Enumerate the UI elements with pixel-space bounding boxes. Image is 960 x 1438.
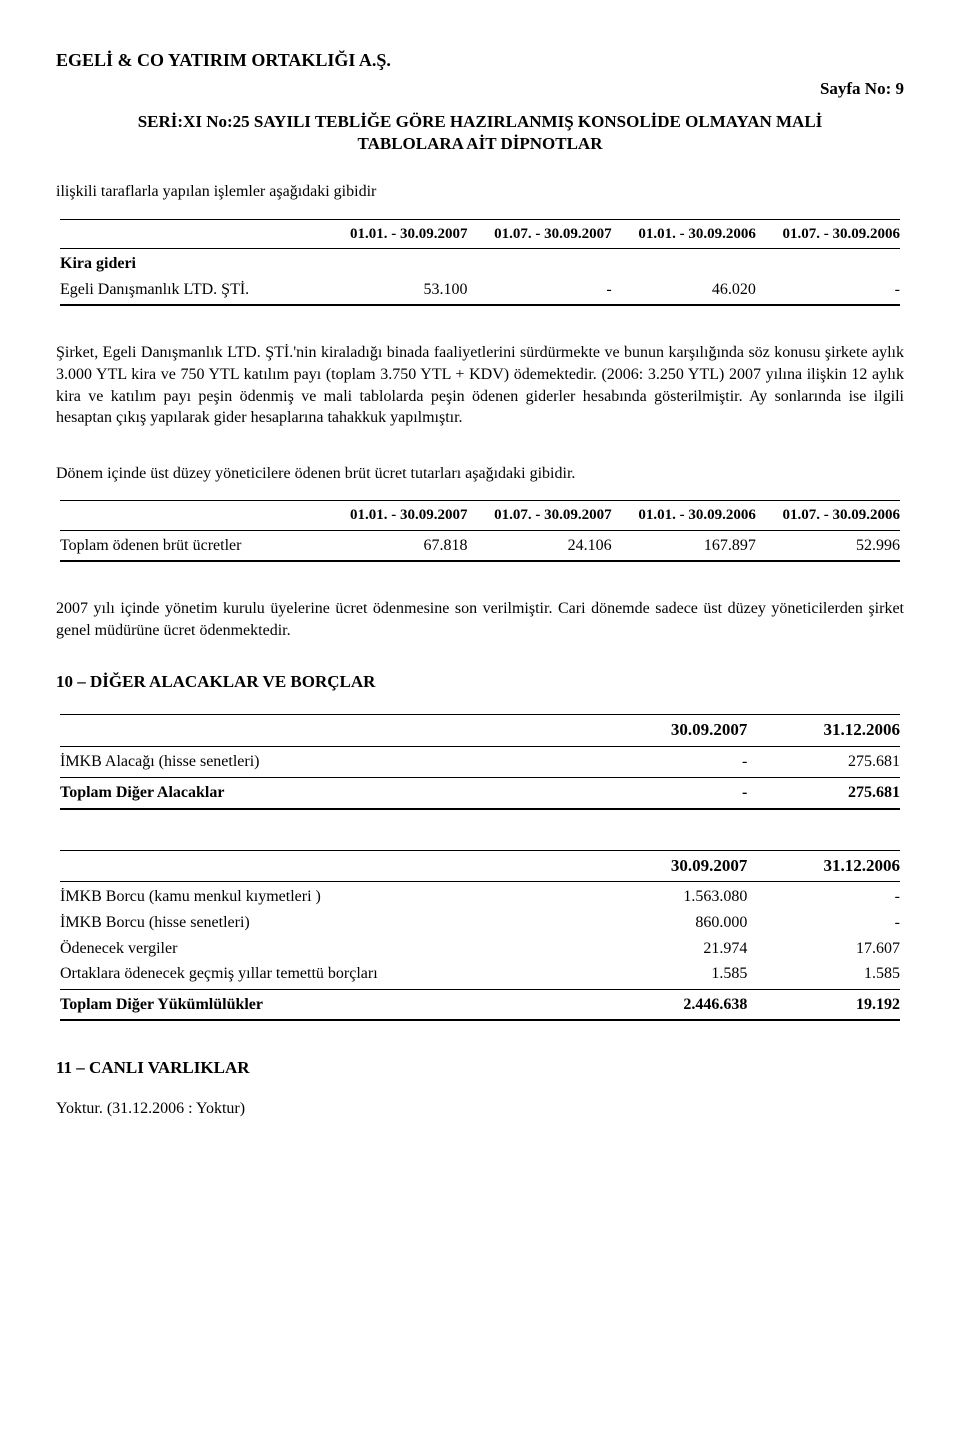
cell-value: 275.681 — [751, 749, 904, 775]
col-head-3: 01.01. - 30.09.2006 — [616, 222, 760, 246]
company-name: EGELİ & CO YATIRIM ORTAKLIĞI A.Ş. — [56, 48, 904, 72]
row-label: İMKB Alacağı (hisse senetleri) — [56, 749, 599, 775]
cell-value: - — [472, 277, 616, 303]
row-label: İMKB Borcu (hisse senetleri) — [56, 910, 599, 936]
table-header-row: 30.09.2007 31.12.2006 — [56, 853, 904, 880]
col-head-date-1: 30.09.2007 — [599, 853, 752, 880]
section-11-heading: 11 – CANLI VARLIKLAR — [56, 1057, 904, 1080]
col-head-date-1: 30.09.2007 — [599, 717, 752, 744]
cell-value: - — [751, 910, 904, 936]
col-head-4: 01.07. - 30.09.2006 — [760, 222, 904, 246]
cell-value: 2.446.638 — [599, 992, 752, 1018]
row-label: Ödenecek vergiler — [56, 936, 599, 962]
intro-text-1: ilişkili taraflarla yapılan işlemler aşa… — [56, 181, 904, 203]
col-head-2: 01.07. - 30.09.2007 — [472, 222, 616, 246]
cell-value: 53.100 — [327, 277, 471, 303]
paragraph-1: Şirket, Egeli Danışmanlık LTD. ŞTİ.'nin … — [56, 342, 904, 428]
cell-value: 24.106 — [472, 533, 616, 559]
cell-value: 46.020 — [616, 277, 760, 303]
col-head-date-2: 31.12.2006 — [751, 853, 904, 880]
cell-value: 1.585 — [751, 961, 904, 987]
page-number: Sayfa No: 9 — [56, 78, 904, 101]
row-label: Toplam ödenen brüt ücretler — [56, 533, 327, 559]
cell-value: - — [599, 780, 752, 806]
subtitle-line-2: TABLOLARA AİT DİPNOTLAR — [358, 134, 603, 153]
cell-value: - — [760, 277, 904, 303]
paragraph-2: Dönem içinde üst düzey yöneticilere öden… — [56, 463, 904, 485]
section-11-body: Yoktur. (31.12.2006 : Yoktur) — [56, 1098, 904, 1120]
cell-value: 21.974 — [599, 936, 752, 962]
row-label: Egeli Danışmanlık LTD. ŞTİ. — [56, 277, 327, 303]
table-row: İMKB Borcu (hisse senetleri) 860.000 - — [56, 910, 904, 936]
doc-subtitle: SERİ:XI No:25 SAYILI TEBLİĞE GÖRE HAZIRL… — [56, 111, 904, 155]
cell-value: 17.607 — [751, 936, 904, 962]
row-label: Toplam Diğer Alacaklar — [56, 780, 599, 806]
table-row-total: Toplam Diğer Yükümlülükler 2.446.638 19.… — [56, 992, 904, 1018]
subtitle-line-1: SERİ:XI No:25 SAYILI TEBLİĞE GÖRE HAZIRL… — [138, 112, 823, 131]
table-header-row: 01.01. - 30.09.2007 01.07. - 30.09.2007 … — [56, 222, 904, 246]
other-liabilities-table: 30.09.2007 31.12.2006 İMKB Borcu (kamu m… — [56, 848, 904, 1024]
cell-value: - — [599, 749, 752, 775]
related-party-table: 01.01. - 30.09.2007 01.07. - 30.09.2007 … — [56, 217, 904, 308]
col-head-4: 01.07. - 30.09.2006 — [760, 503, 904, 527]
table-row-total: Toplam Diğer Alacaklar - 275.681 — [56, 780, 904, 806]
cell-value: 167.897 — [616, 533, 760, 559]
paragraph-3: 2007 yılı içinde yönetim kurulu üyelerin… — [56, 598, 904, 641]
table-row: Kira gideri — [56, 251, 904, 277]
cell-value: 1.563.080 — [599, 884, 752, 910]
col-head-date-2: 31.12.2006 — [751, 717, 904, 744]
executives-table: 01.01. - 30.09.2007 01.07. - 30.09.2007 … — [56, 498, 904, 564]
cell-value: 52.996 — [760, 533, 904, 559]
section-10-heading: 10 – DİĞER ALACAKLAR VE BORÇLAR — [56, 671, 904, 694]
cell-value: 860.000 — [599, 910, 752, 936]
cell-value: 19.192 — [751, 992, 904, 1018]
table-row: Egeli Danışmanlık LTD. ŞTİ. 53.100 - 46.… — [56, 277, 904, 303]
row-label: Kira gideri — [56, 251, 327, 277]
table-header-row: 01.01. - 30.09.2007 01.07. - 30.09.2007 … — [56, 503, 904, 527]
table-row: İMKB Borcu (kamu menkul kıymetleri ) 1.5… — [56, 884, 904, 910]
cell-value: 67.818 — [327, 533, 471, 559]
cell-value: 275.681 — [751, 780, 904, 806]
col-head-1: 01.01. - 30.09.2007 — [327, 222, 471, 246]
cell-value: 1.585 — [599, 961, 752, 987]
col-head-1: 01.01. - 30.09.2007 — [327, 503, 471, 527]
table-row: Ortaklara ödenecek geçmiş yıllar temettü… — [56, 961, 904, 987]
col-head-2: 01.07. - 30.09.2007 — [472, 503, 616, 527]
table-header-row: 30.09.2007 31.12.2006 — [56, 717, 904, 744]
other-receivables-table: 30.09.2007 31.12.2006 İMKB Alacağı (hiss… — [56, 712, 904, 811]
row-label: Ortaklara ödenecek geçmiş yıllar temettü… — [56, 961, 599, 987]
col-head-3: 01.01. - 30.09.2006 — [616, 503, 760, 527]
cell-value: - — [751, 884, 904, 910]
table-row: İMKB Alacağı (hisse senetleri) - 275.681 — [56, 749, 904, 775]
table-row: Toplam ödenen brüt ücretler 67.818 24.10… — [56, 533, 904, 559]
table-row: Ödenecek vergiler 21.974 17.607 — [56, 936, 904, 962]
row-label: Toplam Diğer Yükümlülükler — [56, 992, 599, 1018]
row-label: İMKB Borcu (kamu menkul kıymetleri ) — [56, 884, 599, 910]
